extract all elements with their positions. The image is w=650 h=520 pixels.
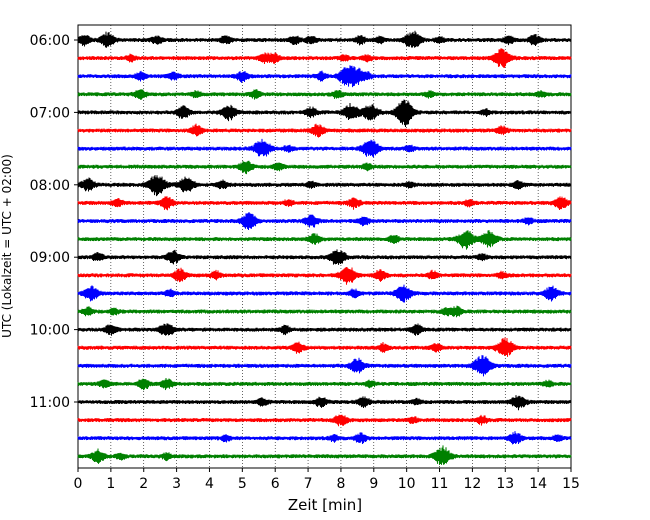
- trace-08-30: [77, 212, 572, 230]
- trace-06-30: [77, 65, 572, 88]
- trace-11-45: [77, 445, 572, 465]
- trace-07-45: [77, 160, 572, 175]
- trace-10-15: [77, 337, 572, 357]
- x-axis-ticks: 0 1 2 3 4 5 6 7 8 9 10 11 12 13 14 15: [74, 468, 580, 492]
- y-tick-label-5: 11:00: [30, 395, 70, 411]
- x-tick-label-6: 6: [271, 476, 280, 492]
- trace-09-30: [77, 284, 572, 303]
- y-tick-label-3: 09:00: [30, 250, 70, 266]
- x-tick-label-15: 15: [562, 476, 580, 492]
- x-tick-label-14: 14: [529, 476, 547, 492]
- x-tick-label-12: 12: [463, 476, 481, 492]
- x-axis-label: Zeit [min]: [288, 496, 362, 514]
- y-tick-label-2: 08:00: [30, 178, 70, 194]
- x-tick-label-10: 10: [398, 476, 416, 492]
- x-tick-label-1: 1: [106, 476, 115, 492]
- y-tick-label-0: 06:00: [30, 33, 70, 49]
- y-tick-label-1: 07:00: [30, 105, 70, 121]
- trace-07-15: [77, 123, 572, 138]
- trace-10-00: [77, 323, 572, 336]
- x-tick-label-4: 4: [205, 476, 214, 492]
- trace-07-30: [77, 138, 572, 158]
- trace-06-15: [77, 48, 572, 68]
- trace-08-15: [77, 196, 572, 211]
- x-tick-label-11: 11: [431, 476, 449, 492]
- trace-08-45: [77, 230, 572, 250]
- trace-07-00: [77, 99, 572, 128]
- x-tick-label-2: 2: [139, 476, 148, 492]
- plot-frame: [77, 24, 572, 469]
- grid-lines: [110, 25, 539, 468]
- y-tick-label-4: 10:00: [30, 323, 70, 339]
- trace-10-45: [77, 378, 572, 391]
- trace-06-00: [77, 30, 572, 48]
- trace-09-45: [77, 305, 572, 318]
- trace-11-00: [77, 395, 572, 411]
- x-tick-label-5: 5: [238, 476, 247, 492]
- trace-09-00: [77, 249, 572, 265]
- trace-lines: [77, 30, 572, 465]
- x-tick-label-0: 0: [74, 476, 83, 492]
- trace-11-15: [77, 414, 572, 427]
- y-axis-ticks: 06:00 07:00 08:00 09:00 10:00 11:00: [30, 33, 78, 411]
- trace-08-00: [77, 175, 572, 197]
- x-tick-label-8: 8: [336, 476, 345, 492]
- trace-11-30: [77, 431, 572, 445]
- y-axis-label: UTC (Lokalzeit = UTC + 02:00): [0, 154, 14, 338]
- trace-10-30: [77, 355, 572, 377]
- x-tick-label-7: 7: [304, 476, 313, 492]
- x-tick-label-9: 9: [369, 476, 378, 492]
- trace-09-15: [77, 267, 572, 285]
- x-tick-label-3: 3: [172, 476, 181, 492]
- x-tick-label-13: 13: [496, 476, 514, 492]
- trace-06-45: [77, 89, 572, 100]
